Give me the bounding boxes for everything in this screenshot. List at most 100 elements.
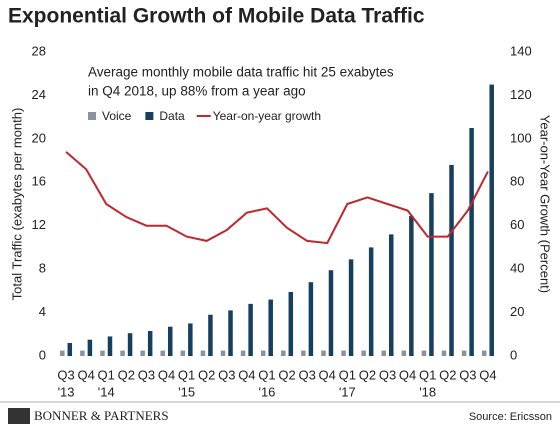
bar (449, 164, 454, 356)
bar (220, 350, 226, 356)
bar (368, 247, 374, 356)
x-tick-label: Q4 (479, 367, 496, 382)
annotation: in Q4 2018, up 88% from a year ago (88, 84, 306, 99)
line (65, 151, 489, 245)
bar (60, 350, 65, 356)
bar (100, 350, 105, 356)
x-tick-label: Q4 (319, 367, 336, 382)
y-tick-label: 0 (39, 347, 46, 362)
bar (188, 323, 193, 356)
bar (481, 350, 487, 356)
x-tick-label: Q3 (57, 367, 74, 382)
legend-label: Data (159, 109, 185, 123)
bar (80, 350, 85, 356)
legend-label: Year-on-year growth (213, 109, 321, 123)
bar (489, 84, 494, 357)
y-tick-label: 20 (32, 130, 46, 145)
brand: BONNER & PARTNERS (34, 408, 169, 423)
y2-axis-label: Year-on-Year Growth (Percent) (538, 115, 553, 293)
y-tick-label: 12 (32, 217, 46, 232)
bar (208, 314, 213, 356)
annotation: Average monthly mobile data traffic hit … (88, 65, 394, 80)
bar (268, 299, 273, 356)
x-tick-label: Q2 (198, 367, 215, 382)
y-tick-label: 24 (32, 87, 46, 102)
x-year-label: '17 (339, 384, 356, 399)
bar (248, 303, 253, 356)
chart-title: Exponential Growth of Mobile Data Traffi… (8, 5, 425, 28)
x-tick-label: Q3 (459, 367, 476, 382)
bar (308, 282, 314, 356)
y2-tick-label: 20 (510, 304, 524, 319)
bar (328, 270, 334, 356)
bar (240, 350, 246, 356)
y-tick-label: 8 (39, 261, 46, 276)
bar (348, 259, 354, 356)
y-axis-label: Total Traffic (exabytes per month) (9, 108, 24, 301)
legend-swatch (88, 112, 96, 120)
bar (200, 350, 206, 356)
bar (401, 350, 407, 356)
y2-tick-label: 100 (510, 130, 532, 145)
x-year-label: '16 (258, 384, 275, 399)
x-tick-label: Q1 (419, 367, 436, 382)
bar (160, 350, 165, 356)
bar (281, 350, 286, 356)
y2-tick-label: 80 (510, 174, 524, 189)
x-tick-label: Q4 (399, 367, 416, 382)
bar (421, 350, 427, 356)
bar (441, 350, 447, 356)
y-tick-label: 28 (32, 43, 46, 58)
bar (381, 350, 386, 356)
x-year-label: '18 (419, 384, 436, 399)
x-year-label: '14 (98, 384, 115, 399)
x-tick-label: Q2 (439, 367, 456, 382)
x-tick-label: Q4 (238, 367, 255, 382)
bar (67, 342, 73, 356)
bar (301, 350, 306, 356)
bar (140, 350, 145, 356)
y-tick-label: 16 (32, 174, 46, 189)
bar (107, 336, 113, 356)
bar (389, 234, 394, 356)
x-tick-label: Q1 (98, 367, 115, 382)
y2-tick-label: 60 (510, 217, 524, 232)
x-tick-label: Q1 (339, 367, 356, 382)
logo-icon (8, 408, 30, 424)
x-tick-label: Q4 (77, 367, 94, 382)
bar (341, 350, 346, 356)
bar (461, 350, 467, 356)
x-tick-label: Q2 (118, 367, 135, 382)
x-year-label: '15 (178, 384, 195, 399)
bar (147, 331, 153, 356)
x-tick-label: Q3 (379, 367, 396, 382)
x-tick-label: Q2 (359, 367, 376, 382)
bar (429, 193, 434, 356)
bar (127, 333, 133, 356)
bar (409, 215, 414, 356)
bar (228, 310, 233, 356)
bar (260, 350, 266, 356)
x-tick-label: Q3 (138, 367, 155, 382)
x-tick-label: Q3 (218, 367, 235, 382)
bar (361, 350, 366, 356)
x-tick-label: Q1 (258, 367, 275, 382)
bar (321, 350, 326, 356)
bar (120, 350, 125, 356)
y2-tick-label: 40 (510, 261, 524, 276)
y2-tick-label: 140 (510, 43, 532, 58)
bar (180, 350, 186, 356)
bar (469, 128, 474, 356)
bar (168, 326, 173, 356)
source: Source: Ericsson (469, 411, 552, 423)
bar (288, 291, 294, 356)
y2-tick-label: 120 (510, 87, 532, 102)
x-tick-label: Q1 (178, 367, 195, 382)
y-tick-label: 4 (39, 304, 46, 319)
bar (87, 339, 93, 356)
x-tick-label: Q2 (278, 367, 295, 382)
x-tick-label: Q3 (298, 367, 315, 382)
legend-label: Voice (102, 109, 132, 123)
x-tick-label: Q4 (158, 367, 175, 382)
